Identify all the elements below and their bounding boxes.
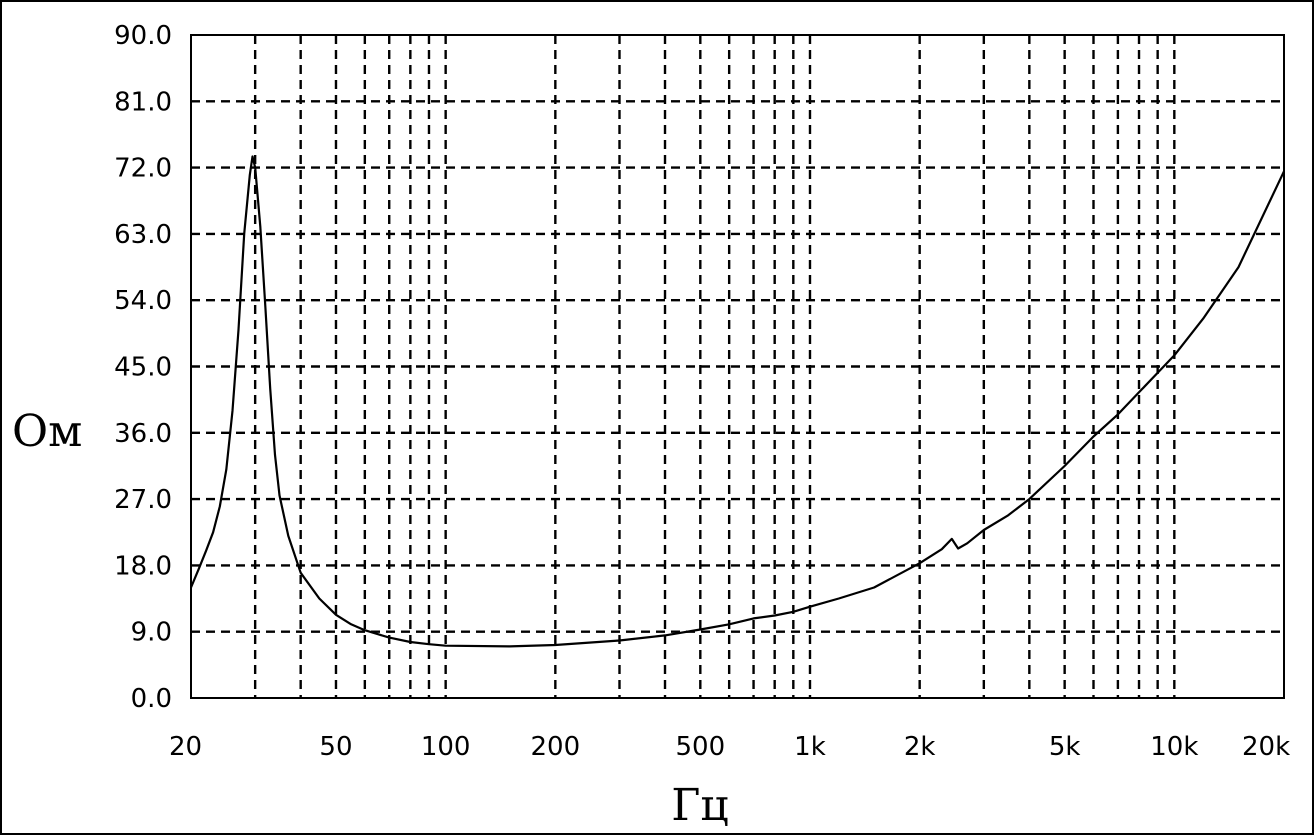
x-axis-title: Гц [671,780,728,831]
y-axis-title: Ом [12,406,82,457]
plot-area-border [190,34,1285,699]
x-tick-label: 1k [794,732,826,762]
y-tick-label: 45.0 [114,353,172,383]
y-tick-label: 81.0 [114,87,172,117]
x-tick-label: 10k [1150,732,1198,762]
y-tick-label: 72.0 [114,154,172,184]
y-tick-label: 27.0 [114,485,172,515]
x-tick-label: 100 [421,732,471,762]
x-tick-label: 20k [1242,732,1290,762]
y-tick-label: 36.0 [114,419,172,449]
y-tick-label: 90.0 [114,21,172,51]
y-tick-label: 63.0 [114,220,172,250]
x-tick-label: 2k [904,732,936,762]
x-tick-label: 500 [675,732,725,762]
y-tick-label: 54.0 [114,286,172,316]
y-tick-label: 18.0 [114,551,172,581]
y-tick-label: 9.0 [131,618,172,648]
x-tick-label: 20 [169,732,202,762]
y-tick-label: 0.0 [131,684,172,714]
x-tick-label: 5k [1049,732,1081,762]
x-tick-label: 200 [531,732,581,762]
impedance-curve [189,155,1285,648]
x-tick-label: 50 [319,732,352,762]
